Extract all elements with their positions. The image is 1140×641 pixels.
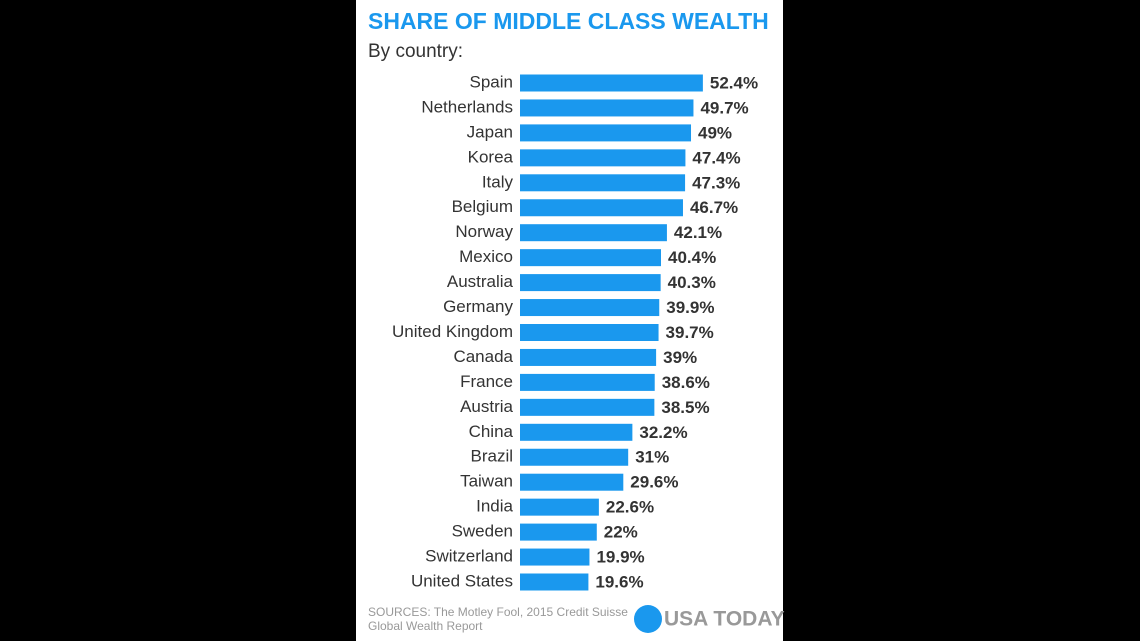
value-label: 40.4% [668, 248, 716, 267]
category-label: Germany [443, 297, 513, 316]
value-label: 31% [635, 448, 669, 467]
bar [520, 74, 703, 92]
category-label: France [460, 372, 513, 391]
bar [520, 199, 683, 217]
category-label: United Kingdom [392, 322, 513, 341]
value-label: 19.9% [596, 548, 644, 567]
bar [520, 523, 597, 541]
bar [520, 473, 624, 491]
value-label: 29.6% [630, 473, 678, 492]
category-label: Spain [470, 72, 513, 91]
bar [520, 398, 655, 416]
value-label: 22.6% [606, 498, 654, 517]
category-label: Taiwan [460, 472, 513, 491]
value-label: 40.3% [668, 273, 716, 292]
bar [520, 573, 589, 591]
category-label: Canada [453, 347, 513, 366]
category-label: Sweden [452, 522, 513, 541]
value-label: 38.6% [662, 373, 710, 392]
category-label: Netherlands [421, 97, 513, 116]
bar [520, 174, 686, 192]
bar [520, 423, 633, 441]
chart-subtitle: By country: [368, 41, 463, 62]
bar [520, 498, 599, 516]
category-label: Korea [468, 147, 514, 166]
value-label: 38.5% [661, 398, 709, 417]
bar [520, 249, 661, 267]
category-label: China [469, 422, 514, 441]
value-label: 52.4% [710, 73, 758, 92]
value-label: 49% [698, 123, 732, 142]
category-label: Belgium [452, 197, 513, 216]
value-label: 32.2% [639, 423, 687, 442]
bar [520, 448, 629, 466]
category-label: Brazil [470, 447, 513, 466]
source: SOURCES: The Motley Fool, 2015 Credit Su… [368, 605, 628, 619]
bar [520, 99, 694, 117]
value-label: 47.3% [692, 173, 740, 192]
value-label: 39% [663, 348, 697, 367]
category-label: Switzerland [425, 547, 513, 566]
bar [520, 348, 657, 366]
bar [520, 299, 660, 317]
logo-text: USA TODAY [664, 608, 785, 631]
value-label: 39.7% [666, 323, 714, 342]
category-label: Japan [467, 122, 513, 141]
bar [520, 124, 692, 142]
category-label: Norway [455, 222, 513, 241]
bar [520, 149, 686, 167]
bar [520, 274, 661, 292]
panel [356, 0, 783, 641]
bar [520, 324, 659, 341]
value-label: 19.6% [595, 572, 643, 591]
value-label: 47.4% [692, 148, 740, 167]
bar [520, 548, 590, 566]
value-label: 46.7% [690, 198, 738, 217]
category-label: Austria [460, 397, 513, 416]
category-label: Australia [447, 272, 514, 291]
category-label: United States [411, 571, 513, 590]
chart-title: SHARE OF MIDDLE CLASS WEALTH [368, 8, 769, 34]
bar [520, 373, 655, 391]
value-label: 22% [604, 523, 638, 542]
logo-circle [634, 605, 662, 633]
category-label: Italy [482, 172, 514, 191]
bar [520, 224, 667, 242]
category-label: India [476, 497, 513, 516]
value-label: 42.1% [674, 223, 722, 242]
value-label: 39.9% [666, 298, 714, 317]
value-label: 49.7% [700, 98, 748, 117]
source: Global Wealth Report [368, 619, 483, 633]
category-label: Mexico [459, 247, 513, 266]
